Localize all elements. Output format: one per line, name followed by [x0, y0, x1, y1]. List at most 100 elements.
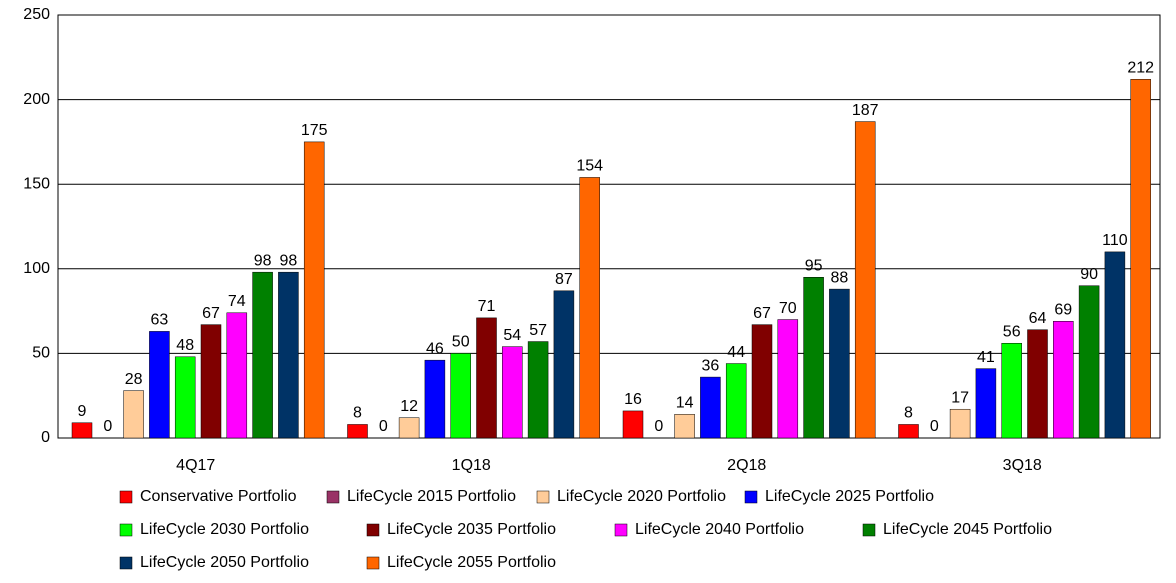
- y-tick-label: 200: [23, 91, 50, 108]
- bar: [803, 277, 824, 439]
- data-label: 154: [576, 158, 603, 175]
- bar: [949, 408, 971, 439]
- x-tick-label: 1Q18: [452, 457, 491, 474]
- legend-swatch: [119, 490, 133, 504]
- y-tick-label: 250: [23, 6, 50, 23]
- bar: [579, 177, 600, 439]
- bar: [854, 121, 876, 439]
- data-label: 110: [1102, 232, 1128, 249]
- bar: [1053, 321, 1074, 439]
- bar: [1078, 285, 1100, 439]
- legend-label: LifeCycle 2040 Portfolio: [635, 521, 804, 538]
- legend-swatch: [119, 556, 133, 570]
- data-label: 87: [555, 271, 573, 288]
- bar: [347, 424, 368, 439]
- x-tick-label: 2Q18: [727, 457, 766, 474]
- bar: [424, 359, 446, 439]
- legend-swatch: [744, 490, 758, 504]
- data-label: 17: [951, 389, 969, 406]
- bar: [200, 324, 222, 439]
- bar: [476, 317, 497, 439]
- data-label: 67: [753, 305, 771, 322]
- bar: [398, 417, 420, 439]
- bar: [751, 324, 773, 439]
- legend-swatch: [614, 523, 628, 537]
- legend-label: LifeCycle 2015 Portfolio: [347, 488, 516, 505]
- data-label: 88: [831, 269, 849, 286]
- bar: [622, 410, 644, 439]
- y-tick-label: 50: [32, 345, 50, 362]
- legend-label: LifeCycle 2055 Portfolio: [387, 554, 556, 571]
- bar: [725, 363, 747, 439]
- bar: [123, 390, 144, 439]
- bar: [1001, 342, 1022, 439]
- data-label: 8: [353, 405, 362, 422]
- bar: [674, 414, 695, 439]
- x-tick-label: 3Q18: [1003, 457, 1042, 474]
- legend-label: LifeCycle 2025 Portfolio: [765, 488, 934, 505]
- data-label: 0: [654, 418, 663, 435]
- bar: [527, 341, 549, 439]
- y-tick-label: 100: [23, 260, 50, 277]
- bar: [149, 331, 170, 439]
- bar: [303, 141, 325, 439]
- bar: [252, 271, 273, 439]
- legend-label: LifeCycle 2050 Portfolio: [140, 554, 309, 571]
- data-label: 8: [904, 405, 913, 422]
- legend-swatch: [862, 523, 876, 537]
- bar: [226, 312, 248, 439]
- data-label: 69: [1054, 301, 1072, 318]
- data-label: 48: [176, 337, 194, 354]
- bar: [777, 319, 799, 439]
- bar: [1130, 79, 1151, 439]
- legend-label: Conservative Portfolio: [140, 488, 297, 505]
- data-label: 57: [529, 322, 547, 339]
- bar: [1027, 329, 1048, 439]
- data-label: 64: [1029, 310, 1047, 327]
- data-label: 9: [78, 403, 87, 420]
- data-label: 95: [805, 257, 823, 274]
- legend-label: LifeCycle 2045 Portfolio: [883, 521, 1052, 538]
- data-label: 54: [503, 327, 521, 344]
- data-label: 50: [452, 334, 470, 351]
- bar: [450, 353, 471, 439]
- data-label: 74: [228, 293, 246, 310]
- legend-label: LifeCycle 2030 Portfolio: [140, 521, 309, 538]
- legend-swatch: [119, 523, 133, 537]
- y-tick-label: 0: [41, 429, 50, 446]
- data-label: 36: [702, 357, 720, 374]
- data-label: 41: [977, 349, 995, 366]
- legend-label: LifeCycle 2035 Portfolio: [387, 521, 556, 538]
- bar: [898, 424, 919, 439]
- bar: [700, 376, 721, 439]
- data-label: 16: [624, 391, 642, 408]
- bar: [502, 346, 523, 439]
- data-label: 12: [400, 398, 418, 415]
- data-label: 175: [301, 122, 328, 139]
- data-label: 98: [254, 252, 272, 269]
- bar: [174, 356, 196, 439]
- data-label: 71: [478, 298, 496, 315]
- data-label: 0: [103, 418, 112, 435]
- data-label: 187: [852, 102, 879, 119]
- x-tick-label: 4Q17: [176, 457, 215, 474]
- data-label: 63: [151, 312, 169, 329]
- bar: [278, 271, 299, 439]
- legend-label: LifeCycle 2020 Portfolio: [557, 488, 726, 505]
- data-label: 14: [676, 395, 694, 412]
- legend-swatch: [536, 490, 550, 504]
- data-label: 28: [125, 371, 143, 388]
- bar: [71, 422, 93, 439]
- data-label: 0: [930, 418, 939, 435]
- data-label: 212: [1127, 60, 1154, 77]
- data-label: 98: [280, 252, 298, 269]
- bar: [975, 368, 997, 439]
- data-label: 67: [202, 305, 220, 322]
- legend-swatch: [366, 556, 380, 570]
- bar: [1104, 251, 1126, 439]
- bar: [829, 288, 850, 439]
- legend-swatch: [326, 490, 340, 504]
- data-label: 0: [379, 418, 388, 435]
- data-label: 44: [727, 344, 745, 361]
